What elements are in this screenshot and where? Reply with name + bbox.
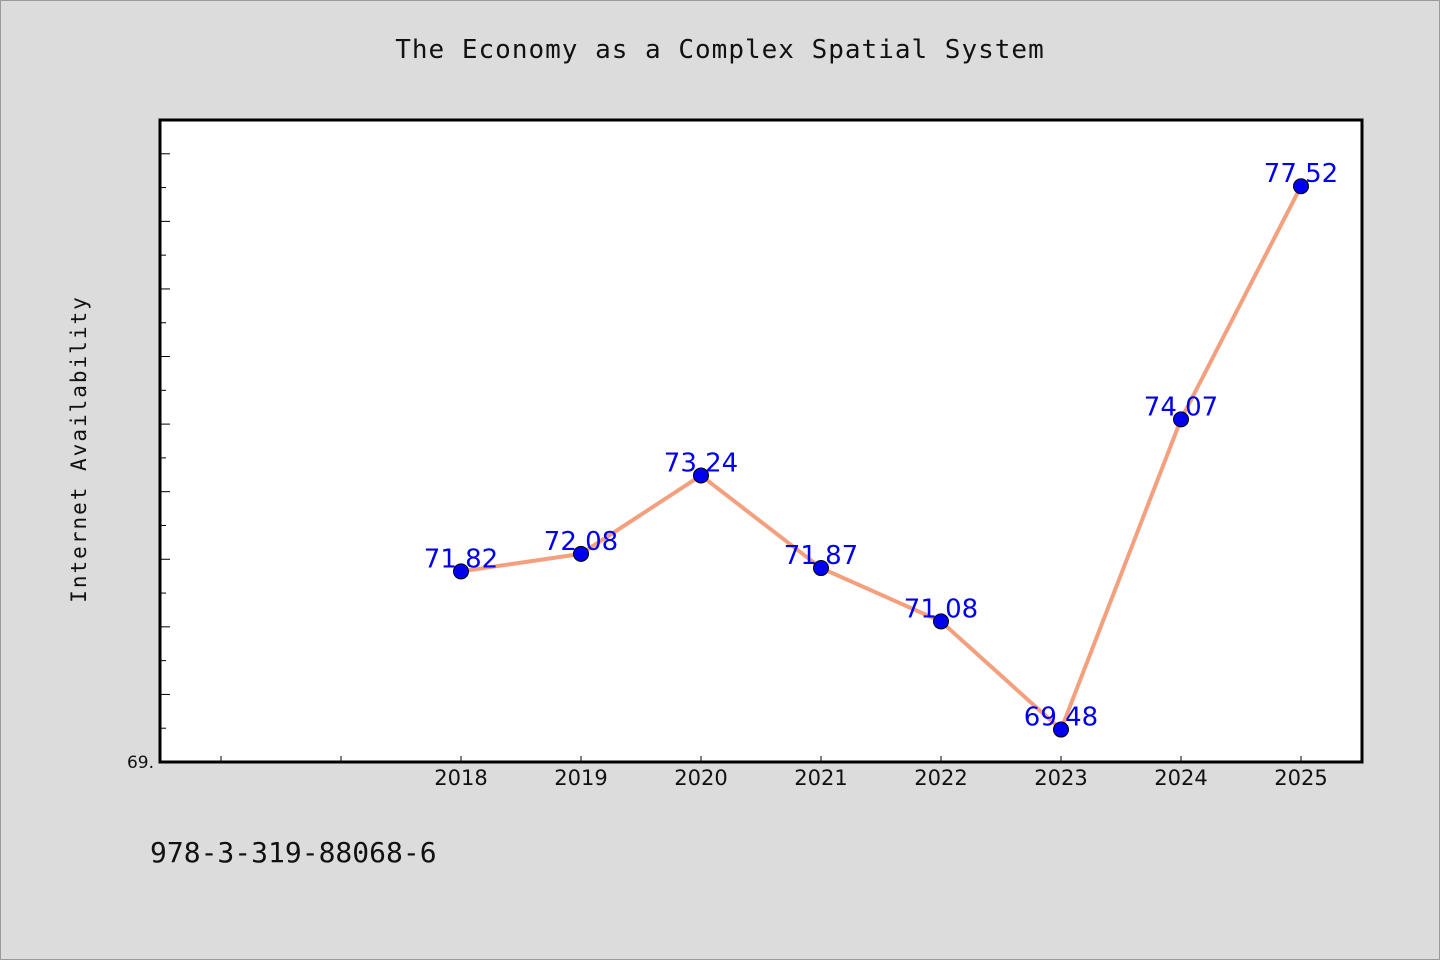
y-axis-ticks: 69. bbox=[127, 119, 170, 773]
data-point bbox=[693, 467, 709, 484]
series-line bbox=[460, 185, 1303, 732]
x-tick-label: 2018 bbox=[434, 766, 487, 790]
series-layer bbox=[453, 178, 1309, 738]
x-tick-label: 2024 bbox=[1154, 766, 1207, 790]
data-label: 71.82 bbox=[424, 544, 498, 574]
chart-title: The Economy as a Complex Spatial System bbox=[395, 35, 1045, 65]
x-tick-label: 2021 bbox=[794, 766, 847, 790]
data-labels-layer: 71.82 72.08 73.24 71.87 71.08 69.48 74.07 77.52 bbox=[424, 159, 1338, 732]
data-point bbox=[573, 545, 589, 562]
data-label: 72.08 bbox=[544, 527, 618, 557]
plot-area bbox=[158, 118, 1364, 764]
x-tick-label: 2023 bbox=[1034, 766, 1087, 790]
data-label: 77.52 bbox=[1264, 159, 1338, 189]
x-axis-ticks: 2018 2019 2020 2021 2022 2023 2024 2025 bbox=[220, 756, 1328, 790]
x-tick-label: 2020 bbox=[674, 766, 727, 790]
data-label: 69.48 bbox=[1024, 703, 1098, 733]
data-point bbox=[453, 563, 469, 580]
data-point bbox=[933, 613, 949, 630]
y-tick-label: 69. bbox=[127, 753, 154, 773]
data-label: 74.07 bbox=[1144, 392, 1218, 422]
data-point bbox=[1173, 411, 1189, 428]
data-point bbox=[1293, 178, 1309, 195]
footer-isbn: 978-3-319-88068-6 bbox=[150, 836, 437, 869]
x-tick-label: 2022 bbox=[914, 766, 967, 790]
x-tick-label: 2025 bbox=[1274, 766, 1327, 790]
data-label: 71.08 bbox=[904, 594, 978, 624]
data-point bbox=[1053, 721, 1069, 738]
data-point bbox=[813, 560, 829, 577]
data-label: 71.87 bbox=[784, 541, 858, 571]
data-label: 73.24 bbox=[664, 448, 738, 478]
x-tick-label: 2019 bbox=[554, 766, 607, 790]
